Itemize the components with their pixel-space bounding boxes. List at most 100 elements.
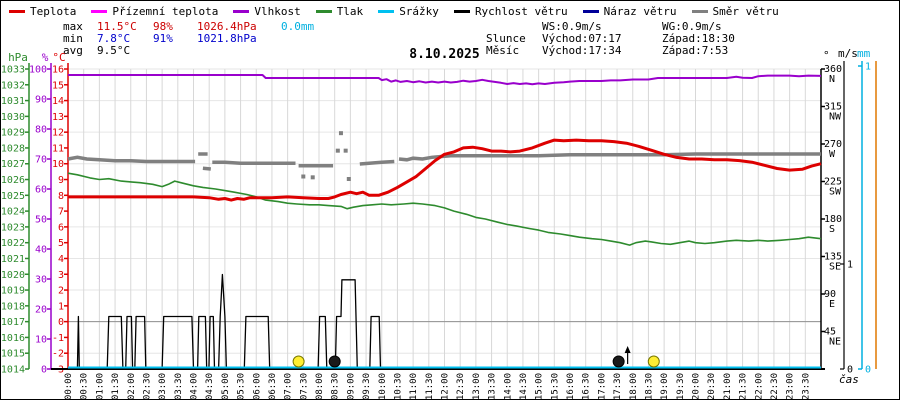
- svg-text:°C: °C: [52, 51, 65, 64]
- svg-text:12:30: 12:30: [456, 373, 466, 400]
- svg-text:20:30: 20:30: [707, 373, 717, 400]
- svg-text:1031: 1031: [1, 96, 25, 107]
- legend-item-6: Rychlost větru: [453, 4, 568, 18]
- svg-text:11: 11: [52, 143, 64, 154]
- astro-cell: Měsíc: [486, 44, 520, 57]
- svg-text:80: 80: [35, 125, 47, 136]
- grid: [68, 68, 821, 369]
- stats-astro: WS:0.9m/s WG:0.9m/s Slunce Východ:07:17 Zápa…: [486, 21, 772, 57]
- svg-text:270: 270: [824, 139, 842, 150]
- legend-label: Náraz větru: [603, 4, 677, 18]
- svg-text:10:30: 10:30: [393, 373, 403, 400]
- temperature-line: [68, 138, 822, 202]
- svg-text:°: °: [823, 49, 830, 62]
- sunrise-marker: [292, 355, 305, 368]
- svg-text:50: 50: [35, 215, 47, 226]
- stat-temp: 9.5°C: [97, 44, 131, 57]
- svg-text:90: 90: [824, 289, 836, 300]
- stat-row-min: min 7.8°C 91% 1021.8hPa: [63, 33, 337, 45]
- svg-text:23:00: 23:00: [786, 373, 796, 400]
- svg-text:1017: 1017: [1, 317, 25, 328]
- svg-text:N: N: [829, 74, 835, 85]
- svg-text:16: 16: [52, 65, 64, 76]
- svg-text:1026: 1026: [1, 175, 25, 186]
- svg-text:13:00: 13:00: [472, 373, 482, 400]
- svg-text:05:30: 05:30: [237, 373, 247, 400]
- svg-text:18:00: 18:00: [629, 373, 639, 400]
- svg-text:2: 2: [58, 286, 64, 297]
- svg-text:06:00: 06:00: [252, 373, 262, 400]
- svg-text:8: 8: [58, 191, 64, 202]
- legend-item-3: Vlhkost: [233, 5, 301, 18]
- svg-text:08:00: 08:00: [315, 373, 325, 400]
- svg-text:1015: 1015: [1, 349, 25, 360]
- svg-text:07:00: 07:00: [284, 373, 294, 400]
- svg-text:11:30: 11:30: [425, 373, 435, 400]
- svg-text:18:30: 18:30: [644, 373, 654, 400]
- svg-text:180: 180: [824, 214, 842, 225]
- legend-item-7: Náraz větru: [582, 4, 677, 18]
- astro-cell: Západ:7:53: [662, 44, 729, 57]
- svg-text:1019: 1019: [1, 286, 25, 297]
- svg-text:02:30: 02:30: [142, 373, 152, 400]
- svg-text:1023: 1023: [1, 222, 25, 233]
- svg-text:09:00: 09:00: [346, 373, 356, 400]
- svg-text:1024: 1024: [1, 207, 25, 218]
- svg-text:02:00: 02:00: [127, 373, 137, 400]
- legend-swatch: [315, 9, 332, 13]
- svg-text:360: 360: [824, 64, 842, 75]
- svg-text:08:30: 08:30: [331, 373, 341, 400]
- svg-text:17:00: 17:00: [597, 373, 607, 400]
- svg-text:00:00: 00:00: [64, 373, 74, 400]
- legend-item-4: Tlak: [315, 5, 363, 18]
- axis-windspeed: m/s 0 1: [838, 47, 858, 376]
- stat-label: max: [63, 20, 83, 33]
- svg-text:12:00: 12:00: [441, 373, 451, 400]
- svg-text:23:30: 23:30: [801, 373, 811, 400]
- svg-text:S: S: [829, 224, 835, 235]
- svg-text:15:00: 15:00: [535, 373, 545, 400]
- svg-text:0: 0: [847, 365, 853, 376]
- axis-rain: mm 0 1: [857, 47, 871, 376]
- svg-text:10: 10: [52, 159, 64, 170]
- wind-speed-line: [68, 273, 821, 370]
- stat-row-avg: avg 9.5°C: [63, 45, 337, 57]
- svg-text:13:30: 13:30: [488, 373, 498, 400]
- svg-text:1: 1: [58, 301, 64, 312]
- svg-text:1030: 1030: [1, 112, 25, 123]
- svg-text:3: 3: [58, 270, 64, 281]
- svg-text:m/s: m/s: [838, 47, 858, 60]
- svg-text:19:00: 19:00: [660, 373, 670, 400]
- legend-label: Srážky: [399, 4, 439, 18]
- stat-row-max: max 11.5°C 98% 1026.4hPa 0.0mm: [63, 21, 337, 33]
- svg-text:SE: SE: [829, 262, 841, 273]
- svg-text:1: 1: [847, 260, 853, 271]
- svg-text:E: E: [829, 299, 835, 310]
- svg-text:1032: 1032: [1, 80, 25, 91]
- legend-swatch: [91, 9, 108, 13]
- stat-label: min: [63, 32, 83, 45]
- svg-text:1028: 1028: [1, 143, 25, 154]
- astro-cell: Slunce: [486, 32, 526, 45]
- legend-label: Směr větru: [712, 4, 779, 18]
- stat-rain: 0.0mm: [281, 20, 315, 33]
- svg-text:hPa: hPa: [8, 51, 28, 64]
- x-axis-label: čas: [839, 373, 859, 386]
- svg-text:45: 45: [824, 327, 836, 338]
- svg-text:60: 60: [35, 185, 47, 196]
- chart-title: 8.10.2025: [409, 47, 480, 62]
- legend-label: Rychlost větru: [474, 4, 568, 18]
- svg-text:17:30: 17:30: [613, 373, 623, 400]
- svg-text:21:30: 21:30: [739, 373, 749, 400]
- svg-text:SW: SW: [829, 187, 842, 198]
- svg-text:15: 15: [52, 80, 64, 91]
- legend-swatch: [453, 9, 470, 13]
- svg-text:1033: 1033: [1, 65, 25, 76]
- svg-text:10:00: 10:00: [378, 373, 388, 400]
- stat-temp: 11.5°C: [97, 20, 137, 33]
- svg-text:1021: 1021: [1, 254, 25, 265]
- svg-text:10: 10: [35, 335, 47, 346]
- moonrise-marker: [612, 346, 631, 368]
